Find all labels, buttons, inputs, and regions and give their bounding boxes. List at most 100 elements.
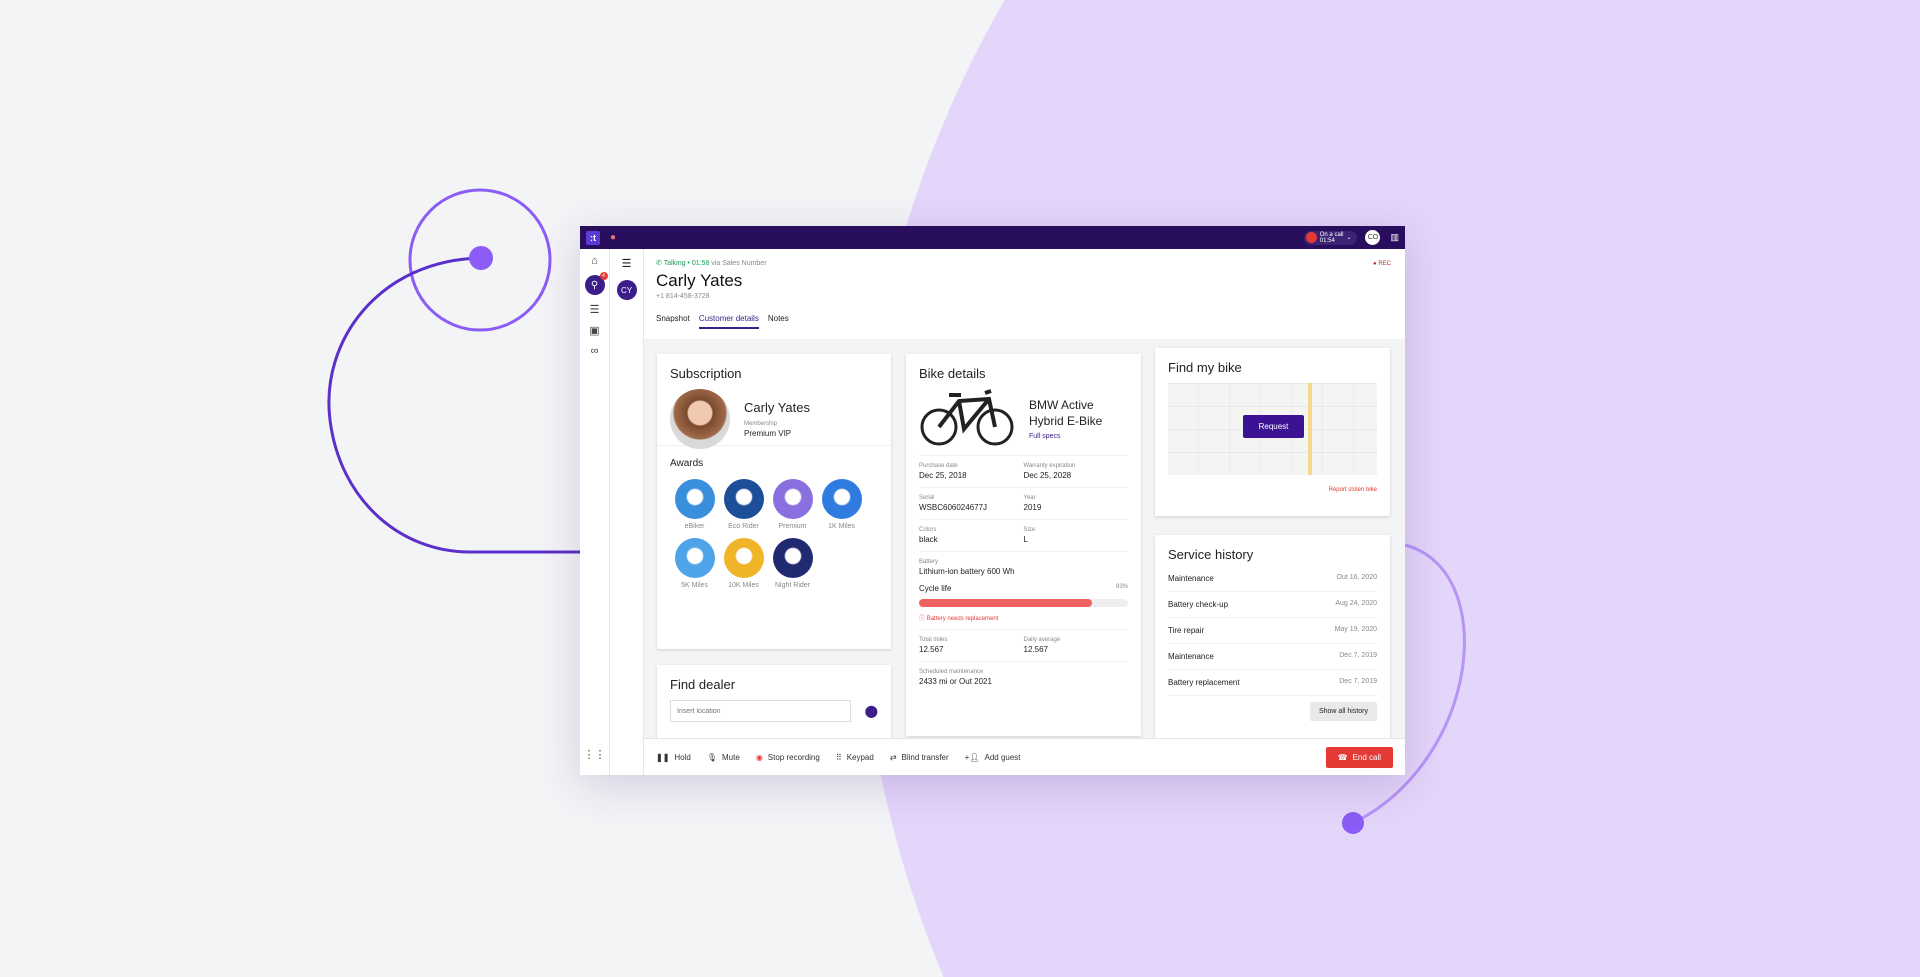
- apps-icon[interactable]: ⋮⋮: [583, 749, 606, 761]
- cycle-life-fill: [919, 599, 1093, 607]
- award-badge[interactable]: 1K Miles: [817, 479, 866, 530]
- call-controls: ❚❚ Hold 🎙︎ Mute ◉ Stop recording ⠿ Keypad ⇄ B…: [644, 738, 1405, 775]
- hold-label: Hold: [674, 752, 691, 762]
- tab-notes[interactable]: Notes: [767, 314, 789, 323]
- membership-label: Membership: [744, 421, 778, 427]
- panel-icon[interactable]: ▥: [1390, 232, 1399, 242]
- keypad-icon: ⠿: [835, 752, 842, 762]
- guest-label: Add guest: [984, 752, 1021, 762]
- bike-field-row: Purchase date Dec 25, 2018 Warranty expira…: [919, 456, 1128, 488]
- mute-button[interactable]: 🎙︎ Mute: [707, 753, 740, 762]
- transfer-label: Blind transfer: [901, 752, 949, 762]
- subscription-card: Subscription Carly Yates Membership Prem…: [657, 354, 891, 649]
- show-all-history-button[interactable]: Show all history: [1309, 702, 1377, 721]
- field-value: Dec 25, 2028: [1023, 471, 1072, 480]
- service-date: Out 16, 2020: [1336, 574, 1377, 581]
- call-header: ✆ Talking • 01:58 via Sales Number Carly…: [644, 249, 1405, 339]
- service-date: Aug 24, 2020: [1335, 600, 1377, 607]
- service-item[interactable]: Tire repair May 19, 2020: [1168, 618, 1377, 644]
- tabs: Snapshot Customer details Notes: [656, 314, 1393, 329]
- hold-button[interactable]: ❚❚ Hold: [656, 753, 691, 762]
- recording-indicator: ● REC: [1373, 261, 1391, 267]
- award-badge[interactable]: 10K Miles: [719, 538, 768, 589]
- maintenance-value: 2433 mi or Out 2021: [919, 677, 992, 686]
- award-icon: [723, 538, 764, 578]
- field-value: WSBC606024677J: [919, 503, 988, 512]
- activity-icon[interactable]: ⚲ 4: [584, 272, 608, 295]
- award-icon: [674, 538, 715, 578]
- list-icon[interactable]: ☰: [589, 304, 600, 316]
- award-label: 10K Miles: [728, 582, 759, 589]
- award-label: Premium: [778, 523, 807, 530]
- hang-up-icon: ☎: [1337, 752, 1348, 762]
- award-badge[interactable]: eBiker: [670, 479, 719, 530]
- pause-icon: ❚❚: [656, 752, 670, 762]
- request-button[interactable]: Request: [1243, 415, 1304, 438]
- status-icon[interactable]: ●: [610, 232, 617, 243]
- cycle-life-percent: 83%: [1115, 584, 1128, 590]
- award-icon: [674, 479, 715, 519]
- conversation-rail: ☰ CY: [610, 249, 644, 775]
- location-pin-icon[interactable]: ⬤: [864, 704, 878, 718]
- stop-label: Stop recording: [767, 752, 820, 762]
- service-item[interactable]: Battery replacement Dec 7, 2019: [1168, 670, 1377, 696]
- find-my-bike-card: Find my bike Request Report stolen bike: [1155, 348, 1390, 516]
- avatar[interactable]: CO: [1365, 230, 1381, 245]
- tab-snapshot[interactable]: Snapshot: [656, 314, 690, 323]
- stop-recording-button[interactable]: ◉ Stop recording: [756, 753, 820, 762]
- field-label: Size: [1023, 527, 1036, 533]
- award-badge[interactable]: Night Rider: [768, 538, 817, 589]
- card-title: Find my bike: [1168, 360, 1242, 375]
- service-item[interactable]: Maintenance Dec 7, 2019: [1168, 644, 1377, 670]
- on-call-time: 01:54: [1319, 237, 1335, 244]
- award-icon: [723, 479, 764, 519]
- award-badge[interactable]: Premium: [768, 479, 817, 530]
- awards-title: Awards: [670, 458, 704, 469]
- award-badge[interactable]: Eco Rider: [719, 479, 768, 530]
- full-specs-link[interactable]: Full specs: [1029, 432, 1061, 440]
- battery-warning-text: Battery needs replacement: [926, 616, 999, 622]
- top-bar: :t ● On a call 01:54 ⌄ CO ▥: [580, 226, 1405, 249]
- mic-off-icon: 🎙︎: [706, 752, 718, 762]
- contacts-icon[interactable]: ▣: [589, 325, 600, 337]
- alert-icon: ⓘ: [919, 616, 926, 622]
- notification-badge: 4: [599, 272, 608, 280]
- add-person-icon: +👤︎: [964, 752, 980, 762]
- location-input[interactable]: [670, 700, 851, 722]
- report-stolen-link[interactable]: Report stolen bike: [1328, 487, 1377, 493]
- card-title: Service history: [1168, 547, 1254, 562]
- on-call-label: On a call: [1319, 231, 1344, 238]
- contact-avatar[interactable]: CY: [616, 280, 637, 300]
- map[interactable]: Request: [1168, 383, 1377, 475]
- service-item[interactable]: Maintenance Out 16, 2020: [1168, 566, 1377, 592]
- main-nav-rail: ⌂ ⚲ 4 ☰ ▣ ∞ ⋮⋮: [580, 249, 610, 775]
- blind-transfer-button[interactable]: ⇄ Blind transfer: [890, 753, 949, 762]
- rec-label: REC: [1378, 261, 1391, 267]
- service-history-card: Service history Maintenance Out 16, 2020 B…: [1155, 535, 1390, 738]
- mute-label: Mute: [722, 752, 740, 762]
- service-date: Dec 7, 2019: [1339, 678, 1377, 685]
- award-icon: [772, 479, 813, 519]
- tab-customer-details[interactable]: Customer details: [698, 314, 759, 329]
- home-icon[interactable]: ⌂: [591, 255, 598, 267]
- card-title: Subscription: [670, 366, 742, 381]
- collapse-icon[interactable]: ☰: [621, 258, 632, 270]
- award-label: Eco Rider: [728, 523, 759, 530]
- service-name: Tire repair: [1168, 626, 1205, 635]
- award-badge[interactable]: 5K Miles: [670, 538, 719, 589]
- find-dealer-card: Find dealer ⬤: [657, 665, 891, 745]
- add-guest-button[interactable]: +👤︎ Add guest: [965, 753, 1021, 762]
- service-date: Dec 7, 2019: [1339, 652, 1377, 659]
- call-via: via Sales Number: [711, 260, 767, 267]
- service-item[interactable]: Battery check-up Aug 24, 2020: [1168, 592, 1377, 618]
- call-status-text: Talking • 01:58: [663, 260, 710, 267]
- customer-photo: [670, 389, 730, 449]
- keypad-button[interactable]: ⠿ Keypad: [836, 753, 874, 762]
- field-value: L: [1023, 535, 1028, 544]
- bike-field-row: Serial WSBC606024677J Year 2019: [919, 488, 1128, 520]
- voicemail-icon[interactable]: ∞: [590, 345, 599, 357]
- field-label: Colors: [919, 527, 937, 533]
- end-call-button[interactable]: ☎ End call: [1325, 746, 1393, 768]
- on-call-indicator[interactable]: On a call 01:54 ⌄: [1303, 230, 1358, 245]
- service-name: Battery replacement: [1168, 678, 1240, 687]
